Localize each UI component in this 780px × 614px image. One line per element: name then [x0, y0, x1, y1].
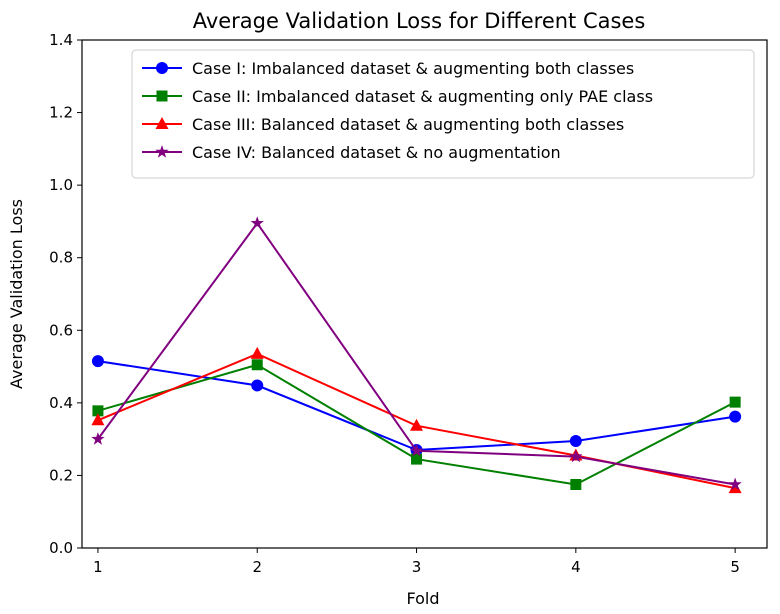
data-point	[570, 479, 582, 490]
x-tick-label: 5	[730, 558, 740, 576]
legend-marker	[156, 90, 168, 102]
y-tick-label: 0.8	[49, 249, 73, 267]
x-axis-label: Fold	[406, 589, 439, 608]
data-point	[729, 410, 742, 423]
data-point	[92, 405, 104, 417]
y-axis-label: Average Validation Loss	[7, 199, 26, 389]
legend: Case I: Imbalanced dataset & augmenting …	[131, 49, 755, 179]
series-line	[97, 360, 736, 452]
data-point	[251, 379, 264, 392]
data-point	[569, 449, 583, 463]
data-point	[91, 432, 105, 445]
series-layer	[91, 216, 742, 494]
y-tick-label: 1.2	[49, 104, 73, 122]
y-tick-label: 0.2	[49, 466, 73, 484]
legend-label: Case III: Balanced dataset & augmenting …	[192, 115, 624, 134]
legend-marker	[156, 62, 168, 74]
legend-label: Case II: Imbalanced dataset & augmenting…	[192, 87, 653, 106]
legend-box	[131, 49, 755, 179]
data-point	[569, 434, 582, 447]
legend-label: Case I: Imbalanced dataset & augmenting …	[192, 59, 634, 78]
data-point	[729, 396, 741, 408]
y-tick-label: 0.4	[49, 394, 73, 412]
axis-ticks: 1 2 3 4 5 0.0 0.2 0.4 0.6 0.8 1.0 1.2 1.4	[49, 31, 740, 576]
data-point	[409, 443, 424, 457]
y-tick-label: 0.6	[49, 321, 73, 339]
legend-label: Case IV: Balanced dataset & no augmentat…	[192, 143, 561, 162]
legend-marker	[155, 145, 169, 158]
x-tick-label: 3	[412, 558, 422, 576]
y-tick-label: 1.4	[49, 31, 73, 49]
x-tick-label: 2	[252, 558, 262, 576]
data-point	[410, 418, 424, 431]
data-point	[251, 359, 263, 371]
y-tick-label: 0.0	[49, 539, 73, 557]
data-point	[728, 477, 742, 491]
plot-frame	[81, 39, 768, 549]
y-tick-label: 1.0	[49, 176, 73, 194]
legend-marker	[155, 117, 169, 129]
x-tick-label: 1	[93, 558, 103, 576]
data-point	[250, 216, 264, 229]
data-point	[411, 453, 423, 465]
x-tick-label: 4	[571, 558, 581, 576]
chart-title: Average Validation Loss for Different Ca…	[193, 9, 646, 33]
data-point	[91, 355, 104, 368]
data-point	[250, 346, 264, 359]
data-point	[91, 413, 105, 426]
